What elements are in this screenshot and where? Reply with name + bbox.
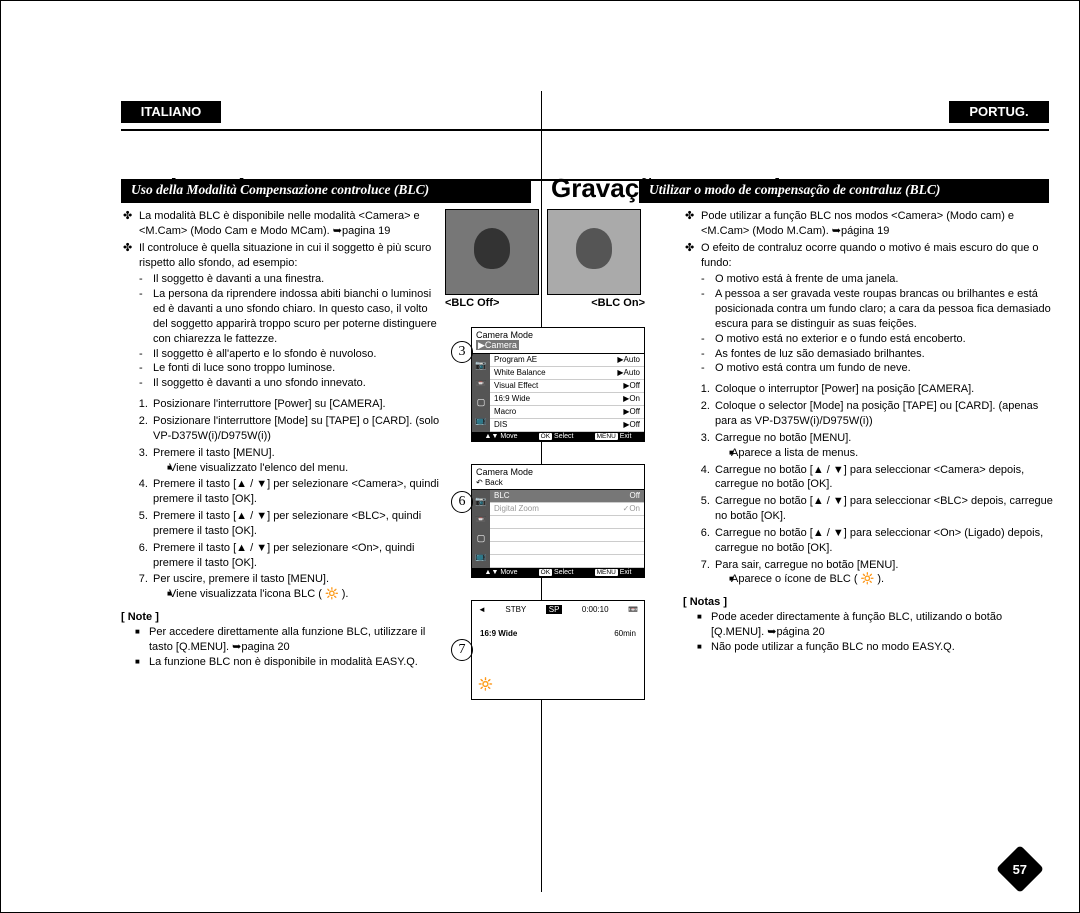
menu3-crumb: ▶Camera xyxy=(476,340,519,350)
it-step7-sub: Viene visualizzata l'icona BLC ( 🔆 ). xyxy=(167,587,441,602)
center-figures: <BLC Off> <BLC On> Camera Mode ▶Camera 📷… xyxy=(445,209,645,700)
manual-page: ITALIANO PORTUG. Registrazione avanzata … xyxy=(0,0,1080,913)
pt-dash-4: O motivo está contra um fundo de neve. xyxy=(701,361,1053,376)
title-row: Registrazione avanzata Gravação avançada xyxy=(121,129,1049,181)
it-step-4: Premere il tasto [▲ / ▼] per selezionare… xyxy=(151,477,441,507)
it-note-0: Per accedere direttamente alla funzione … xyxy=(135,625,441,655)
pt-step-7: Para sair, carregue no botão [MENU]. Apa… xyxy=(713,558,1053,588)
pt-step3-sub: Aparece a lista de menus. xyxy=(729,446,1053,461)
circled-3: 3 xyxy=(451,341,473,363)
tv-icon: 📺 xyxy=(475,415,486,426)
stby-remain: 60min xyxy=(614,629,636,638)
it-dash-1: La persona da riprendere indossa abiti b… xyxy=(139,287,441,346)
stby-wide: 16:9 Wide xyxy=(480,629,517,638)
circled-6: 6 xyxy=(451,491,473,513)
pt-intro2: O efeito de contraluz ocorre quando o mo… xyxy=(683,241,1053,271)
page-number: 57 xyxy=(1013,862,1027,877)
menu-screen-6: Camera Mode ↶ Back 📷 📼 ▢ 📺 BLCOff Digita… xyxy=(471,464,645,578)
menu6-title: Camera Mode xyxy=(476,467,533,477)
pt-note-1: Não pode utilizar a função BLC no modo E… xyxy=(697,640,1053,655)
tape-icon: 📼 xyxy=(628,605,638,614)
pt-step-1: Coloque o interruptor [Power] na posição… xyxy=(713,382,1053,397)
subtitle-pt: Utilizar o modo de compensação de contra… xyxy=(639,179,1049,203)
circled-7: 7 xyxy=(451,639,473,661)
display-icon: ▢ xyxy=(477,533,486,544)
photo-blc-off xyxy=(445,209,539,295)
content-it: La modalità BLC è disponibile nelle moda… xyxy=(121,209,441,669)
it-step3-sub: Viene visualizzato l'elenco del menu. xyxy=(167,461,441,476)
page-number-badge: 57 xyxy=(996,845,1044,893)
it-dash-3: Le fonti di luce sono troppo luminose. xyxy=(139,361,441,376)
pt-note-head: [ Notas ] xyxy=(683,595,1053,610)
it-note-1: La funzione BLC non è disponibile in mod… xyxy=(135,655,441,670)
pt-step-2: Coloque o selector [Mode] na posição [TA… xyxy=(713,399,1053,429)
pt-note-0: Pode aceder directamente à função BLC, u… xyxy=(697,610,1053,640)
updown-icon: ▲▼ xyxy=(485,433,499,440)
content-pt: Pode utilizar a função BLC nos modos <Ca… xyxy=(683,209,1053,655)
it-dash-4: Il soggetto è davanti a uno sfondo innev… xyxy=(139,376,441,391)
pt-step-5: Carregue no botão [▲ / ▼] para seleccion… xyxy=(713,494,1053,524)
pt-dash-0: O motivo está à frente de uma janela. xyxy=(701,272,1053,287)
pt-step-3: Carregue no botão [MENU]. Aparece a list… xyxy=(713,431,1053,461)
pt-step-6: Carregue no botão [▲ / ▼] para seleccion… xyxy=(713,526,1053,556)
it-intro2: Il controluce è quella situazione in cui… xyxy=(121,241,441,271)
stby-sp: SP xyxy=(546,605,563,614)
subtitle-pt-text: Utilizar o modo de compensação de contra… xyxy=(649,182,940,197)
stby-screen-7: ◄ STBY SP 0:00:10 📼 16:9 Wide 60min 🔆 xyxy=(471,600,645,700)
rec-icon: ◄ xyxy=(478,605,486,614)
stby-mode: STBY xyxy=(505,605,526,614)
subtitle-it: Uso della Modalità Compensazione control… xyxy=(121,179,531,203)
pt-intro1: Pode utilizar a função BLC nos modos <Ca… xyxy=(683,209,1053,239)
camera-icon: 📷 xyxy=(475,496,486,507)
it-step-2: Posizionare l'interruttore [Mode] su [TA… xyxy=(151,414,441,444)
tape-icon: 📼 xyxy=(475,514,486,525)
menu6-sidebar: 📷 📼 ▢ 📺 xyxy=(472,490,490,568)
camera-icon: 📷 xyxy=(475,360,486,371)
tape-icon: 📼 xyxy=(475,378,486,389)
blc-icon: 🔆 xyxy=(478,677,493,691)
menu3-title: Camera Mode xyxy=(476,330,533,340)
it-intro1: La modalità BLC è disponibile nelle moda… xyxy=(121,209,441,239)
pt-step7-sub: Aparece o ícone de BLC ( 🔆 ). xyxy=(729,572,1053,587)
it-step-5: Premere il tasto [▲ / ▼] per selezionare… xyxy=(151,509,441,539)
it-step-1: Posizionare l'interruttore [Power] su [C… xyxy=(151,397,441,412)
subtitle-it-text: Uso della Modalità Compensazione control… xyxy=(131,182,429,197)
label-blc-off: <BLC Off> xyxy=(445,297,499,309)
menu-screen-3: Camera Mode ▶Camera 📷 📼 ▢ 📺 Program AE▶A… xyxy=(471,327,645,442)
updown-icon: ▲▼ xyxy=(485,569,499,576)
stby-tc: 0:00:10 xyxy=(582,605,609,614)
pt-dash-1: A pessoa a ser gravada veste roupas bran… xyxy=(701,287,1053,332)
it-step-3: Premere il tasto [MENU]. Viene visualizz… xyxy=(151,446,441,476)
lang-tag-it: ITALIANO xyxy=(121,101,221,123)
display-icon: ▢ xyxy=(477,397,486,408)
pt-dash-3: As fontes de luz são demasiado brilhante… xyxy=(701,347,1053,362)
lang-tag-pt: PORTUG. xyxy=(949,101,1049,123)
menu3-sidebar: 📷 📼 ▢ 📺 xyxy=(472,354,490,432)
label-blc-on: <BLC On> xyxy=(591,297,645,309)
pt-dash-2: O motivo está no exterior e o fundo está… xyxy=(701,332,1053,347)
it-note-head: [ Note ] xyxy=(121,610,441,625)
it-dash-2: Il soggetto è all'aperto e lo sfondo è n… xyxy=(139,347,441,362)
photo-blc-on xyxy=(547,209,641,295)
pt-step-4: Carregue no botão [▲ / ▼] para seleccion… xyxy=(713,463,1053,493)
tv-icon: 📺 xyxy=(475,551,486,562)
it-dash-0: Il soggetto è davanti a una finestra. xyxy=(139,272,441,287)
it-step-7: Per uscire, premere il tasto [MENU]. Vie… xyxy=(151,572,441,602)
it-step-6: Premere il tasto [▲ / ▼] per selezionare… xyxy=(151,541,441,571)
